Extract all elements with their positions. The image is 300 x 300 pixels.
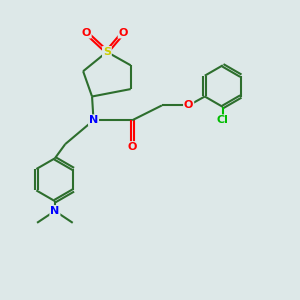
Text: N: N xyxy=(89,115,98,125)
Text: O: O xyxy=(81,28,91,38)
Text: O: O xyxy=(184,100,193,110)
Text: O: O xyxy=(118,28,128,38)
Text: O: O xyxy=(128,142,137,152)
Text: Cl: Cl xyxy=(217,115,229,125)
Text: S: S xyxy=(103,47,111,57)
Text: N: N xyxy=(50,206,59,216)
